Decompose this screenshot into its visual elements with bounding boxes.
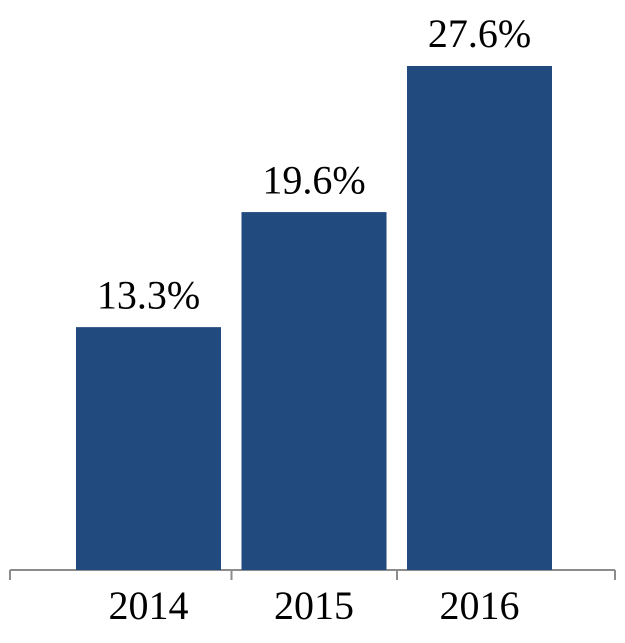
value-label: 13.3% bbox=[97, 272, 200, 317]
x-tick-label: 2014 bbox=[109, 583, 189, 628]
value-label: 27.6% bbox=[428, 11, 531, 56]
bar bbox=[241, 212, 387, 570]
x-tick-label: 2016 bbox=[440, 583, 520, 628]
bar bbox=[76, 327, 221, 570]
bar bbox=[407, 66, 552, 570]
x-tick-label: 2015 bbox=[274, 583, 354, 628]
value-label: 19.6% bbox=[262, 157, 365, 202]
